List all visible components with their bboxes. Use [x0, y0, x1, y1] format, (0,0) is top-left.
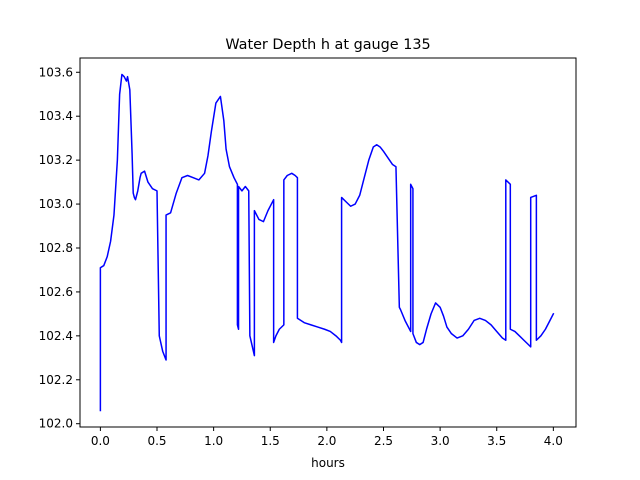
y-tick-label: 103.6 — [39, 65, 73, 79]
x-axis: 0.0 0.5 1.0 1.5 2.0 2.5 3.0 3.5 4.0 — [91, 427, 563, 448]
x-tick-label: 1.0 — [204, 434, 223, 448]
x-tick-label: 3.5 — [487, 434, 506, 448]
y-tick-label: 103.2 — [39, 153, 73, 167]
x-axis-label: hours — [311, 456, 345, 470]
y-tick-label: 102.8 — [39, 241, 73, 255]
y-tick-label: 103.0 — [39, 197, 73, 211]
x-tick-label: 2.5 — [374, 434, 393, 448]
axes-frame — [79, 57, 577, 428]
chart-title: Water Depth h at gauge 135 — [225, 37, 430, 53]
x-tick-label: 0.5 — [147, 434, 166, 448]
y-tick-label: 103.4 — [39, 109, 73, 123]
x-tick-label: 3.0 — [431, 434, 450, 448]
y-tick-label: 102.6 — [39, 285, 73, 299]
x-tick-label: 1.5 — [261, 434, 280, 448]
x-tick-label: 2.0 — [317, 434, 336, 448]
x-tick-label: 4.0 — [544, 434, 563, 448]
x-tick-label: 0.0 — [91, 434, 110, 448]
plot-area — [99, 73, 555, 412]
y-axis: 102.0 102.2 102.4 102.6 102.8 103.0 103.2 103.4… — [39, 65, 80, 431]
y-tick-label: 102.4 — [39, 329, 73, 343]
series-line-0 — [99, 73, 555, 412]
y-tick-label: 102.2 — [39, 373, 73, 387]
y-tick-label: 102.0 — [39, 417, 73, 431]
